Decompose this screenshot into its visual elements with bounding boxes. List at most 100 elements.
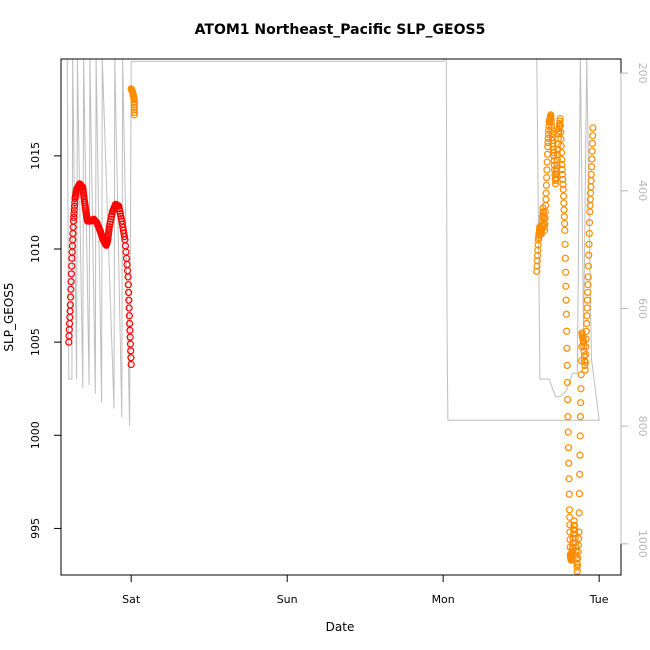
chart-title: ATOM1 Northeast_Pacific SLP_GEOS5 (195, 22, 486, 38)
data-point (570, 517, 578, 525)
data-point (70, 202, 79, 210)
data-point (584, 288, 592, 297)
data-point (588, 147, 596, 155)
data-point (125, 312, 133, 320)
data-point (564, 395, 572, 404)
data-point (123, 267, 132, 275)
data-point (560, 206, 568, 214)
data-point (583, 304, 591, 312)
data-point (68, 262, 76, 270)
data-point (585, 251, 593, 259)
data-point (560, 219, 569, 228)
data-point (588, 139, 597, 148)
x-axis-label: Date (326, 620, 355, 634)
y-tick-label: 995 (29, 518, 42, 539)
data-point (554, 135, 562, 143)
data-point (69, 223, 77, 231)
data-point (539, 208, 547, 216)
y-tick-label: 1010 (29, 235, 42, 263)
data-point (556, 121, 565, 130)
data-point (582, 350, 590, 359)
data-point (70, 210, 78, 218)
series-3 (533, 111, 597, 575)
data-point (126, 340, 135, 348)
y2-tick-label: 200 (636, 63, 649, 84)
data-point (543, 150, 552, 158)
y2-tick-label: 600 (636, 298, 649, 319)
series-1 (65, 180, 135, 369)
data-point (533, 267, 541, 275)
data-point (562, 296, 570, 304)
y-tick-label: 1005 (29, 328, 42, 356)
data-point (67, 285, 75, 293)
data-point (587, 170, 595, 179)
x-tick-label: Mon (432, 593, 455, 606)
data-point (577, 385, 585, 393)
data-point (547, 118, 555, 126)
data-point (561, 226, 569, 234)
data-point (566, 513, 574, 521)
data-point (585, 229, 593, 238)
data-point (564, 428, 572, 436)
plot-area (65, 59, 600, 575)
data-point (575, 509, 583, 517)
data-point (553, 156, 561, 164)
data-point (563, 327, 571, 335)
data-point (582, 335, 590, 343)
data-point (563, 361, 571, 370)
data-point (65, 326, 73, 334)
data-point (584, 281, 592, 289)
data-point (548, 126, 556, 134)
data-point (576, 432, 584, 440)
data-point (547, 122, 556, 130)
data-point (562, 268, 570, 276)
data-point (562, 282, 570, 290)
data-point (561, 240, 569, 248)
data-point (577, 371, 585, 379)
y2-tick-label: 400 (636, 180, 649, 201)
data-point (557, 142, 565, 150)
y-tick-label: 1000 (29, 421, 42, 449)
data-point (120, 232, 129, 241)
data-point (564, 444, 573, 452)
data-point (66, 301, 74, 309)
data-point (565, 490, 573, 498)
data-point (565, 475, 573, 483)
data-point (67, 270, 76, 278)
data-point (558, 165, 566, 174)
data-point (544, 134, 552, 143)
data-point (571, 534, 579, 542)
data-point (130, 98, 138, 107)
data-point (563, 344, 571, 352)
altitude-trace-line (66, 59, 600, 427)
data-point (576, 470, 584, 479)
data-point (543, 166, 551, 174)
data-point (576, 451, 584, 459)
data-point (121, 242, 130, 250)
data-point (586, 195, 594, 203)
data-point (559, 185, 567, 193)
data-point (533, 251, 542, 260)
data-point (69, 217, 78, 225)
data-point (550, 149, 558, 157)
data-point (547, 115, 555, 123)
data-point (586, 201, 594, 210)
data-point (575, 490, 584, 498)
data-point (570, 521, 579, 529)
data-point (571, 530, 579, 538)
data-point (127, 347, 135, 355)
data-point (588, 163, 596, 171)
data-point (580, 343, 588, 351)
data-point (557, 135, 565, 143)
data-point (584, 273, 592, 281)
data-point (585, 219, 594, 227)
data-point (125, 304, 133, 312)
data-point (547, 111, 555, 119)
data-point (556, 115, 564, 123)
data-point (561, 254, 569, 262)
y2-tick-label: 1000 (636, 530, 649, 558)
data-point (130, 103, 138, 112)
data-point (560, 213, 568, 221)
data-point (589, 132, 597, 140)
data-point (576, 413, 585, 421)
